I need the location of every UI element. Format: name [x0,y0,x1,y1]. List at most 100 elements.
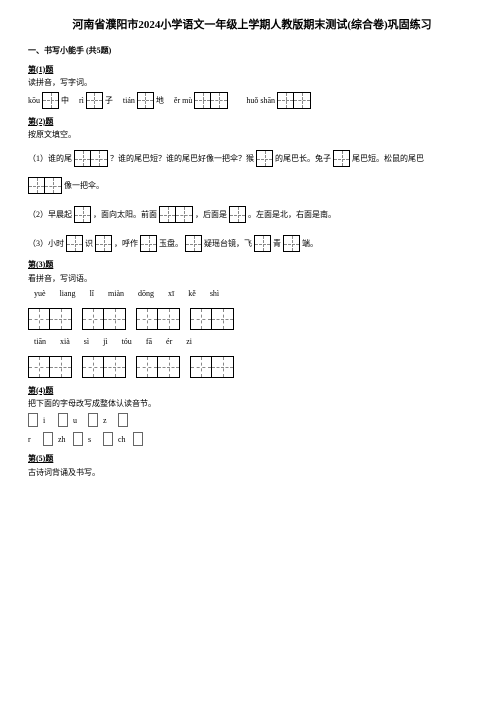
pinyin: sì [84,336,89,347]
rect-box [28,413,38,427]
char-box-group [42,92,59,109]
pinyin: xià [60,336,70,347]
char-box-group [28,308,72,330]
q5-num: 第(5)题 [28,453,476,464]
pinyin: huǒ shān [246,95,275,106]
pinyin: ér [166,336,172,347]
pinyin: xī [168,288,174,299]
q1-desc: 读拼音，写字词。 [28,77,476,88]
char-box-group [136,308,180,330]
q4-row1: i u z [28,413,476,427]
char-box-group [74,150,108,167]
pinyin: miàn [108,288,124,299]
char-box-group [283,235,300,252]
char-box-group [28,177,62,194]
pinyin: kōu [28,95,40,106]
char-box-group [254,235,271,252]
q2-num: 第(2)题 [28,116,476,127]
text: （2）早晨起 [28,209,72,220]
q2-line1: （1）谁的尾 ？谁的尾巴短？谁的尾巴好像一把伞？猴 的尾巴长。兔子 尾巴短。松鼠… [28,150,476,167]
text: 端。 [302,238,318,249]
q2-line3: （2）早晨起 ，面向太阳。前面 ，后面是 。左面是北，右面是南。 [28,206,476,223]
char-box-group [137,92,154,109]
text: 中 [61,95,69,106]
pinyin: tián [123,95,135,106]
q1-line: kōu 中 rì 子 tián 地 ěr mù huǒ shān [28,92,476,109]
pinyin: rì [79,95,84,106]
text: （1）谁的尾 [28,153,72,164]
char-box-group [229,206,246,223]
char-box-group [28,356,72,378]
q3-num: 第(3)题 [28,259,476,270]
pinyin: tiān [34,336,46,347]
q3-box-row1 [28,308,476,330]
text: 玉盘。 [159,238,183,249]
rect-box [88,413,98,427]
char-box-group [82,356,126,378]
text: 青 [273,238,281,249]
text: 子 [105,95,113,106]
char-box-group [140,235,157,252]
pinyin: lǐ [90,288,94,299]
char-box-group [256,150,273,167]
char-box-group [159,206,193,223]
char-box-group [86,92,103,109]
q2-desc: 按原文填空。 [28,129,476,140]
pinyin: zi [186,336,192,347]
text: 疑瑶台镜，飞 [204,238,252,249]
letter: z [103,415,113,426]
text: （3）小时 [28,238,64,249]
char-box-group [136,356,180,378]
char-box-group [95,235,112,252]
q3-desc: 看拼音，写词语。 [28,273,476,284]
text: ？谁的尾巴短？谁的尾巴好像一把伞？猴 [110,153,254,164]
q3-pinyin-row1: yuè liang lǐ miàn dōng xī kě shì [28,288,476,299]
text: ，后面是 [195,209,227,220]
section-header: 一、书写小能手 (共5题) [28,45,476,56]
char-box-group [74,206,91,223]
q1-num: 第(1)题 [28,64,476,75]
char-box-group [82,308,126,330]
rect-box [73,432,83,446]
letter: s [88,434,98,445]
pinyin: yuè [34,288,46,299]
letter: zh [58,434,68,445]
q4-desc: 把下面的字母改写成整体认读音节。 [28,398,476,409]
pinyin: jì [103,336,107,347]
text: 。左面是北，右面是南。 [248,209,336,220]
text: 的尾巴长。兔子 [275,153,331,164]
char-box-group [333,150,350,167]
q3-pinyin-row2: tiān xià sì jì tóu fā ér zi [28,336,476,347]
letter: i [43,415,53,426]
char-box-group [190,356,234,378]
q2-line4: （3）小时 识 ，呼作 玉盘。 疑瑶台镜，飞 青 端。 [28,235,476,252]
pinyin: kě [188,288,196,299]
pinyin: fā [146,336,152,347]
q2-line2: 像一把伞。 [28,177,476,194]
text: 识 [85,238,93,249]
q4-row2: r zh s ch [28,432,476,446]
char-box-group [194,92,228,109]
pinyin: liang [60,288,76,299]
char-box-group [190,308,234,330]
char-box-group [66,235,83,252]
text: ，呼作 [114,238,138,249]
text: 尾巴短。松鼠的尾巴 [352,153,424,164]
q3-box-row2 [28,356,476,378]
letter: ch [118,434,128,445]
rect-box [103,432,113,446]
char-box-group [277,92,311,109]
rect-box [43,432,53,446]
char-box-group [185,235,202,252]
q4-num: 第(4)题 [28,385,476,396]
q5-desc: 古诗词背诵及书写。 [28,467,476,478]
text: 像一把伞。 [64,180,104,191]
rect-box [58,413,68,427]
rect-box [118,413,128,427]
pinyin: ěr mù [174,95,192,106]
pinyin: shì [210,288,219,299]
text: ，面向太阳。前面 [93,209,157,220]
pinyin: dōng [138,288,154,299]
text: 地 [156,95,164,106]
rect-box [133,432,143,446]
